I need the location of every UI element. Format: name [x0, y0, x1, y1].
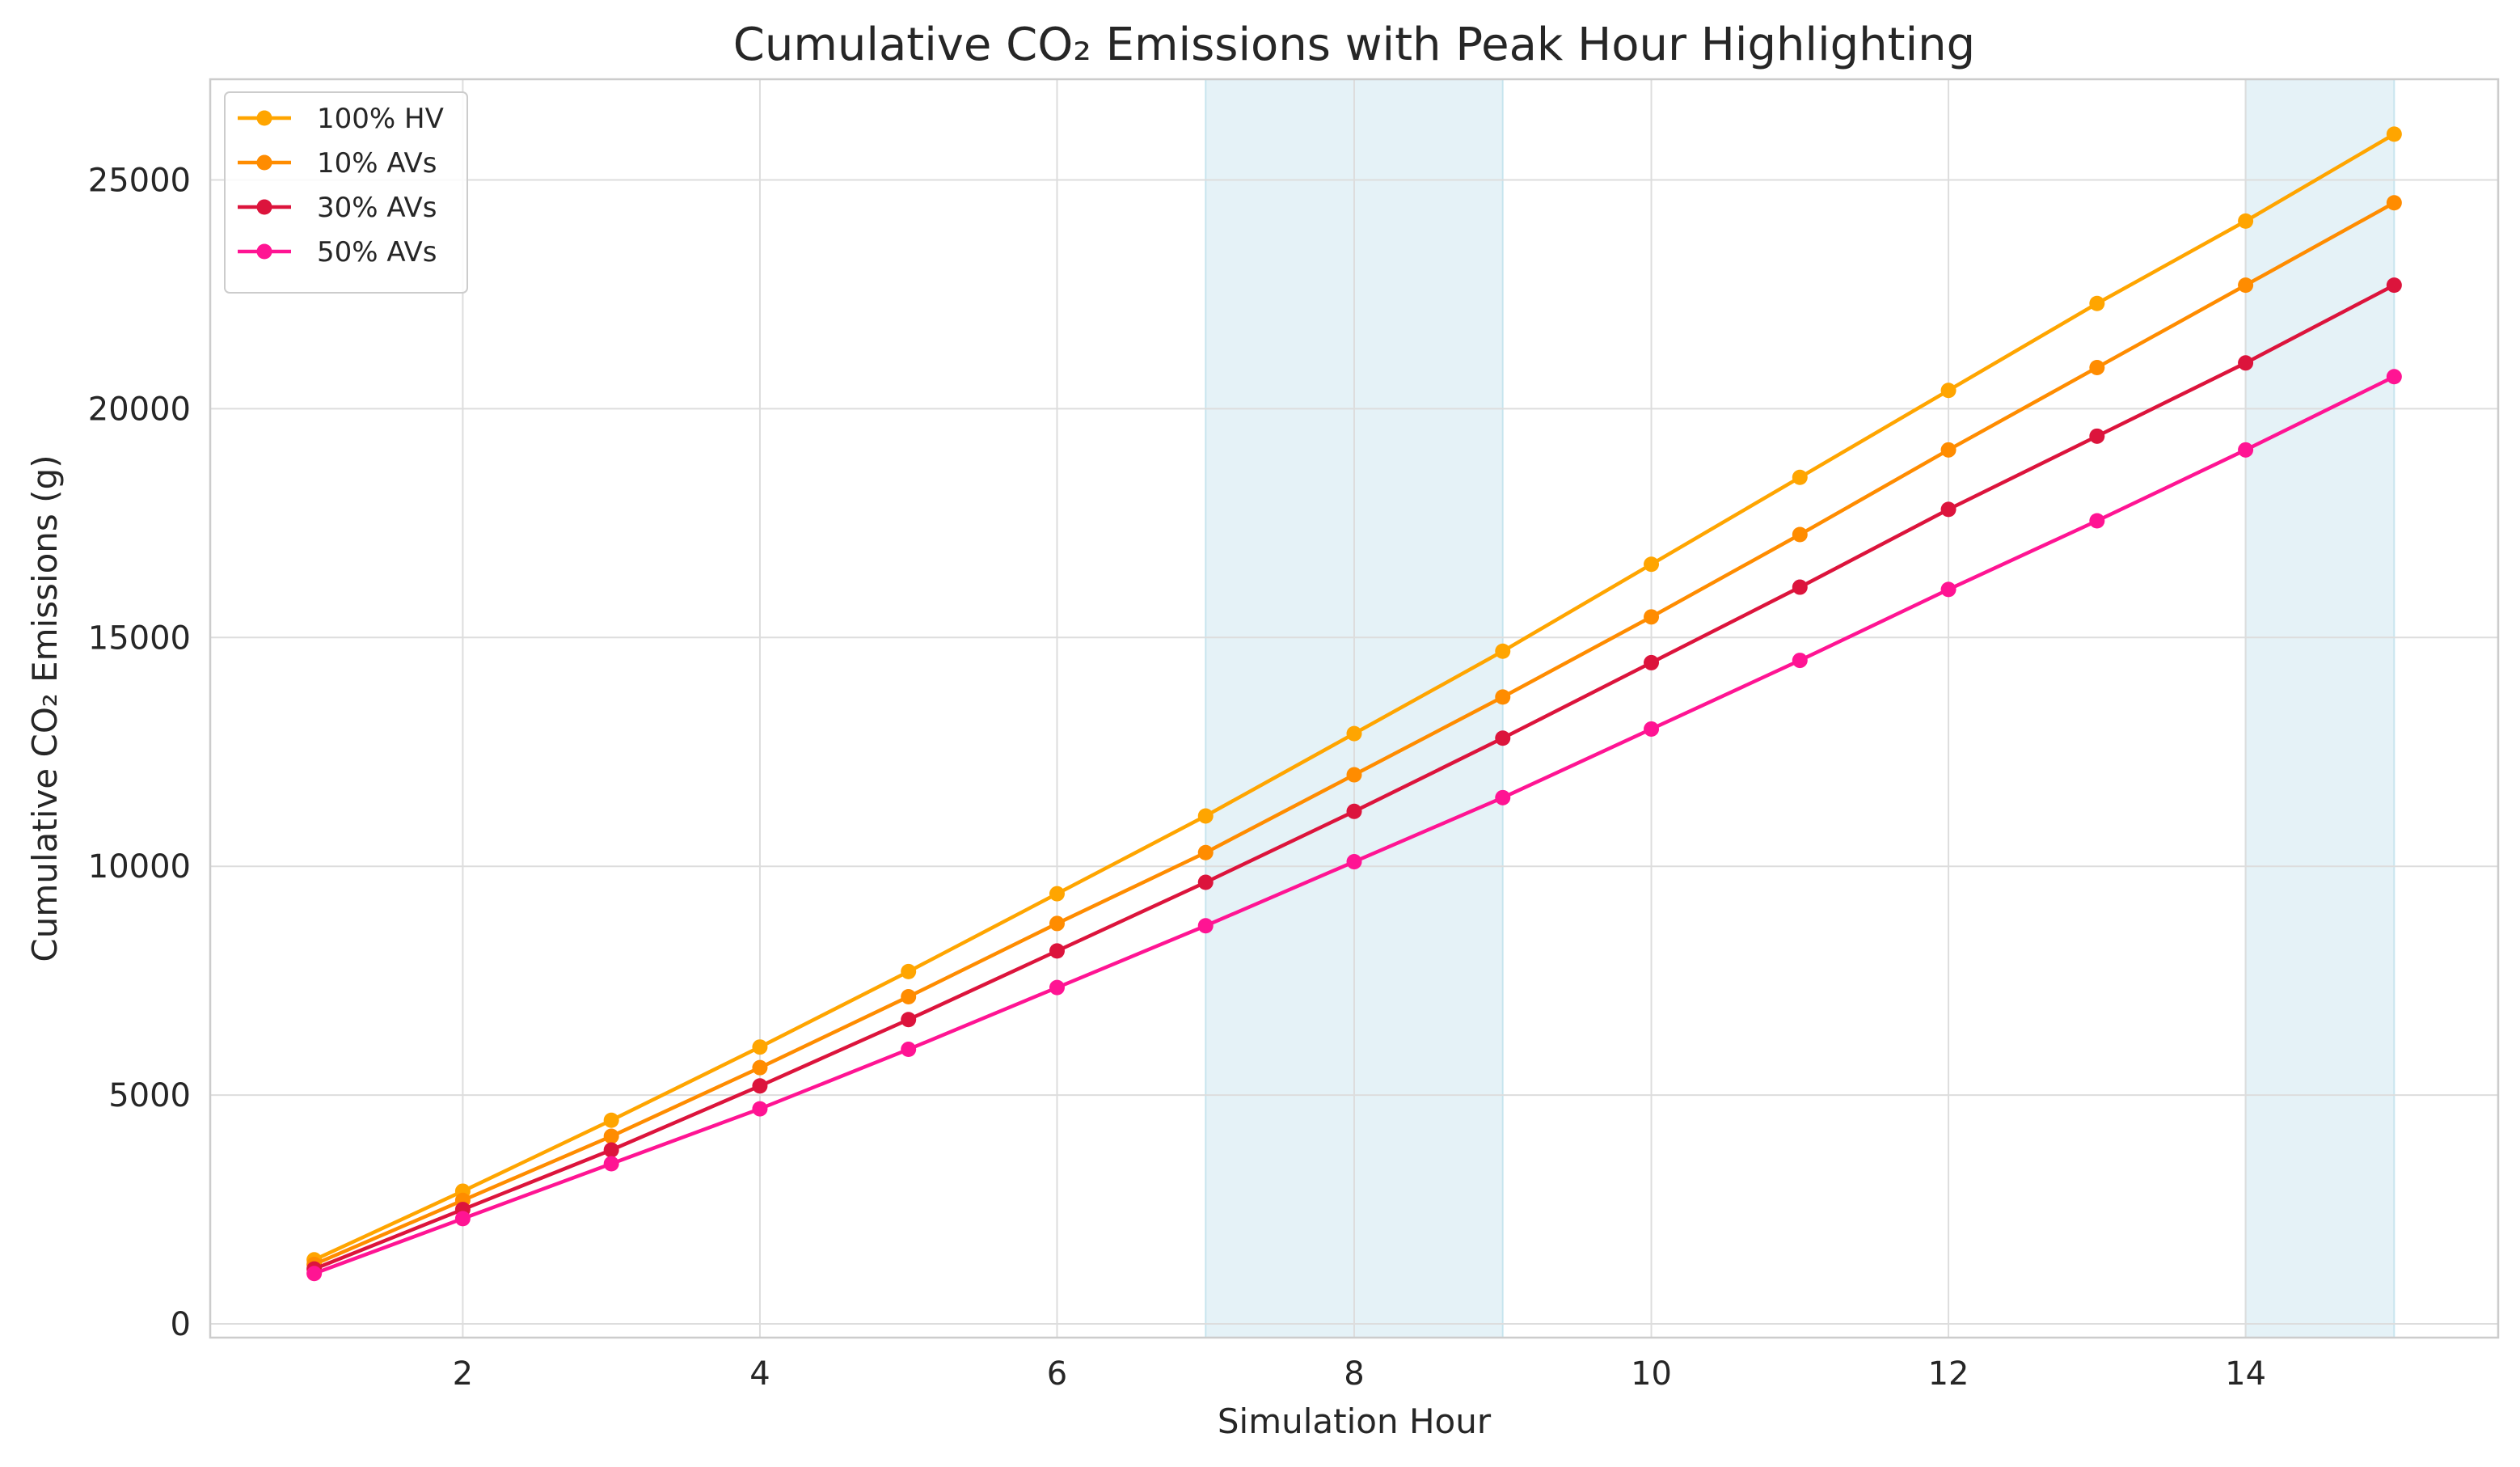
data-point: [1346, 854, 1362, 870]
data-point: [2089, 359, 2105, 375]
data-point: [2386, 195, 2402, 211]
series-2: [306, 195, 2402, 1272]
data-point: [603, 1128, 619, 1144]
data-point: [1792, 469, 1808, 485]
data-point: [1197, 844, 1214, 860]
data-point: [1792, 579, 1808, 595]
x-tick-label: 6: [1047, 1355, 1067, 1393]
data-point: [1197, 874, 1214, 890]
legend-label: 30% AVs: [317, 192, 437, 224]
legend-label: 50% AVs: [317, 236, 437, 268]
legend-marker: [256, 154, 272, 171]
series-4: [306, 369, 2402, 1282]
data-point: [1049, 886, 1065, 902]
data-point: [752, 1039, 768, 1055]
grid-lines: [210, 79, 2498, 1338]
data-point: [1495, 730, 1511, 746]
legend-marker: [256, 199, 272, 215]
x-axis-label: Simulation Hour: [1218, 1401, 1492, 1441]
data-point: [1197, 918, 1214, 934]
legend-label: 100% HV: [317, 103, 444, 135]
x-tick-label: 2: [453, 1355, 473, 1393]
plot-frame: [209, 78, 2500, 1339]
data-point: [603, 1112, 619, 1128]
data-point: [1644, 556, 1660, 573]
data-point: [1940, 383, 1956, 399]
data-point: [901, 1012, 917, 1028]
data-point: [2386, 369, 2402, 385]
data-point: [1792, 526, 1808, 543]
legend-item: 10% AVs: [238, 147, 437, 180]
data-point: [901, 963, 917, 979]
y-tick-label: 20000: [88, 391, 191, 428]
peak-hours-evening: [2244, 78, 2395, 1338]
data-point: [1346, 725, 1362, 742]
data-point: [2238, 355, 2254, 371]
data-point: [1346, 803, 1362, 819]
y-tick-label: 5000: [108, 1077, 191, 1114]
y-axis-label: Cumulative CO₂ Emissions (g): [25, 454, 65, 962]
data-point: [306, 1266, 323, 1282]
data-point: [1049, 979, 1065, 996]
data-point: [1644, 721, 1660, 737]
x-tick-label: 4: [749, 1355, 770, 1393]
x-tick-label: 10: [1631, 1355, 1672, 1393]
data-point: [603, 1156, 619, 1172]
data-point: [1644, 609, 1660, 625]
legend-marker: [256, 243, 272, 260]
data-point: [1940, 581, 1956, 598]
x-tick-label: 12: [1928, 1355, 1969, 1393]
data-point: [2238, 442, 2254, 458]
legend-marker: [256, 110, 272, 126]
data-point: [2089, 513, 2105, 529]
data-point: [1495, 789, 1511, 805]
data-point: [2238, 213, 2254, 229]
data-point: [2238, 277, 2254, 294]
data-point: [1346, 767, 1362, 783]
x-tick-label: 8: [1344, 1355, 1364, 1393]
data-point: [752, 1059, 768, 1076]
data-point: [603, 1142, 619, 1158]
data-point: [901, 988, 917, 1004]
legend: 100% HV 10% AVs 30% AVs 50% AVs: [224, 91, 468, 294]
data-point: [1495, 689, 1511, 705]
data-point: [1940, 501, 1956, 518]
data-point: [2386, 126, 2402, 142]
chart-title: Cumulative CO₂ Emissions with Peak Hour …: [733, 19, 1975, 71]
x-axis-ticks: 2 4 6 8 10 12 14: [453, 1355, 2266, 1393]
y-tick-label: 10000: [88, 848, 191, 886]
data-point: [901, 1042, 917, 1058]
x-tick-label: 14: [2225, 1355, 2266, 1393]
y-axis-ticks: 0 5000 10000 15000 20000 25000: [88, 162, 191, 1343]
legend-item: 30% AVs: [238, 192, 437, 224]
data-point: [454, 1211, 471, 1227]
legend-item: 100% HV: [238, 103, 444, 135]
data-point: [2089, 295, 2105, 311]
legend-item: 50% AVs: [238, 236, 437, 268]
series-group: [306, 126, 2402, 1282]
y-tick-label: 25000: [88, 162, 191, 199]
y-tick-label: 0: [171, 1306, 191, 1343]
data-point: [1644, 654, 1660, 670]
y-tick-label: 15000: [88, 619, 191, 657]
data-point: [1049, 943, 1065, 959]
data-point: [1940, 442, 1956, 458]
data-point: [1792, 653, 1808, 669]
data-point: [2386, 277, 2402, 294]
data-point: [752, 1078, 768, 1094]
legend-label: 10% AVs: [317, 147, 437, 180]
data-point: [1197, 808, 1214, 824]
legend-box: [224, 91, 468, 294]
data-point: [752, 1101, 768, 1117]
data-point: [2089, 428, 2105, 444]
data-point: [1495, 643, 1511, 659]
data-point: [1049, 915, 1065, 932]
